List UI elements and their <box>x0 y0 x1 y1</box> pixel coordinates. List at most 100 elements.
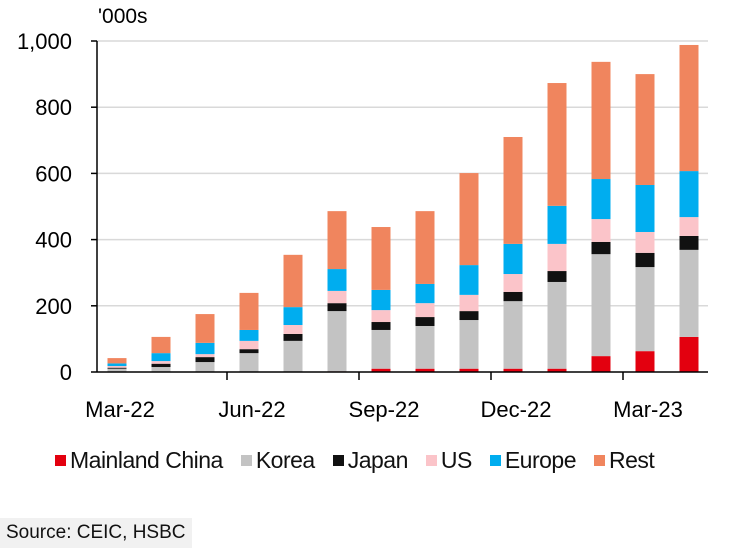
bar-segment-korea <box>151 367 171 372</box>
bar-segment-europe <box>151 353 171 362</box>
y-tick-label: 400 <box>35 228 72 253</box>
bar-segment-korea <box>459 320 479 369</box>
bar-segment-japan <box>327 303 347 312</box>
bar-segment-europe <box>239 329 259 341</box>
bar-segment-europe <box>459 265 479 295</box>
bar-segment-rest <box>547 83 567 206</box>
bar-segment-us <box>239 340 259 350</box>
legend-item: US <box>425 447 472 474</box>
legend-swatch <box>55 455 66 466</box>
bar-segment-japan <box>635 252 655 268</box>
bar-segment-korea <box>371 329 391 369</box>
bar-segment-rest <box>635 74 655 185</box>
unit-label: '000s <box>98 5 148 28</box>
bar-segment-us <box>547 243 567 272</box>
bar-segment-rest <box>283 254 303 308</box>
bar-segment-korea <box>107 368 127 372</box>
x-tick-label: Mar-22 <box>85 397 155 422</box>
y-tick-label: 0 <box>60 360 72 385</box>
bar-segment-europe <box>547 205 567 244</box>
bar-segment-rest <box>327 211 347 270</box>
x-tick-label: Dec-22 <box>481 397 552 422</box>
bar-segment-us <box>635 231 655 253</box>
bar-segment-rest <box>503 136 523 244</box>
bar-segment-europe <box>635 184 655 232</box>
bar-segment-europe <box>415 283 435 304</box>
bar-segment-japan <box>239 349 259 354</box>
bar-segment-rest <box>459 173 479 266</box>
bar-segment-rest <box>679 44 699 172</box>
bar-segment-rest <box>415 211 435 284</box>
y-tick-label: 1,000 <box>17 29 72 54</box>
legend-label: Japan <box>347 447 409 473</box>
x-tick-label: Mar-23 <box>613 397 683 422</box>
legend-item: Korea <box>240 447 315 474</box>
y-tick-label: 200 <box>35 294 72 319</box>
bar-segment-japan <box>679 235 699 250</box>
legend-swatch <box>425 455 437 466</box>
bar-segment-rest <box>239 292 259 330</box>
bar-segment-mainland-china <box>415 368 435 372</box>
bar-segment-us <box>195 354 215 358</box>
bar-segment-japan <box>547 271 567 282</box>
bar-segment-us <box>151 361 171 364</box>
bar-segment-japan <box>459 311 479 321</box>
bar-segment-us <box>283 324 303 334</box>
bar-segment-europe <box>591 179 611 220</box>
bar-segment-us <box>503 274 523 292</box>
bar-segment-mainland-china <box>459 368 479 372</box>
bar-segment-japan <box>283 333 303 341</box>
bar-segment-europe <box>283 307 303 325</box>
bar-segment-korea <box>679 249 699 337</box>
bar-segment-rest <box>371 227 391 290</box>
stacked-bar-chart: '000s 0 200 400 600 800 1,000 Mar-22 Jun-22 Sep-… <box>17 5 708 422</box>
y-tick-label: 800 <box>35 95 72 120</box>
x-tick-label: Sep-22 <box>349 397 420 422</box>
bar-segment-us <box>459 294 479 312</box>
bar-segment-europe <box>371 289 391 311</box>
bar-segment-rest <box>151 336 171 354</box>
legend-label: US <box>440 447 472 473</box>
legend: Mainland China Korea Japan US Europe Rest <box>55 447 655 474</box>
bar-segment-korea <box>547 281 567 369</box>
bar-segment-korea <box>635 267 655 352</box>
legend-label: Europe <box>504 447 577 473</box>
bar-segment-korea <box>503 301 523 369</box>
bar-segment-japan <box>371 322 391 330</box>
bar-segment-mainland-china <box>547 368 567 372</box>
bar-segment-mainland-china <box>635 351 655 372</box>
bar-segment-mainland-china <box>503 368 523 372</box>
bar-segment-us <box>107 366 127 368</box>
bar-segment-rest <box>107 358 127 364</box>
bar-segment-us <box>415 303 435 318</box>
legend-label: Korea <box>255 447 315 473</box>
legend-swatch <box>489 455 501 466</box>
bar-segment-us <box>591 219 611 242</box>
bar-segment-korea <box>239 353 259 372</box>
bar-segment-japan <box>195 357 215 363</box>
bar-segment-japan <box>503 291 523 302</box>
bar-segment-korea <box>591 254 611 357</box>
bar-segment-us <box>371 310 391 323</box>
x-tick-label: Jun-22 <box>218 397 285 422</box>
bar-segment-rest <box>591 61 611 180</box>
legend-swatch <box>332 455 344 466</box>
legend-swatch <box>240 455 252 466</box>
bar-segment-us <box>679 217 699 236</box>
legend-label: Rest <box>609 447 655 473</box>
bar-segment-korea <box>327 311 347 372</box>
bar-segment-europe <box>679 171 699 218</box>
y-tick-label: 600 <box>35 161 72 186</box>
bar-segment-korea <box>415 325 435 369</box>
legend-label: Mainland China <box>70 447 223 473</box>
legend-item: Japan <box>332 447 409 474</box>
bar-segment-mainland-china <box>679 336 699 372</box>
bar-segment-korea <box>283 340 303 372</box>
bar-segment-mainland-china <box>371 368 391 372</box>
legend-item: Rest <box>594 447 655 474</box>
bar-segment-japan <box>107 367 127 369</box>
legend-item: Europe <box>489 447 577 474</box>
bar-segment-europe <box>327 269 347 291</box>
bar-segment-japan <box>151 363 171 368</box>
bar-segment-europe <box>503 243 523 275</box>
